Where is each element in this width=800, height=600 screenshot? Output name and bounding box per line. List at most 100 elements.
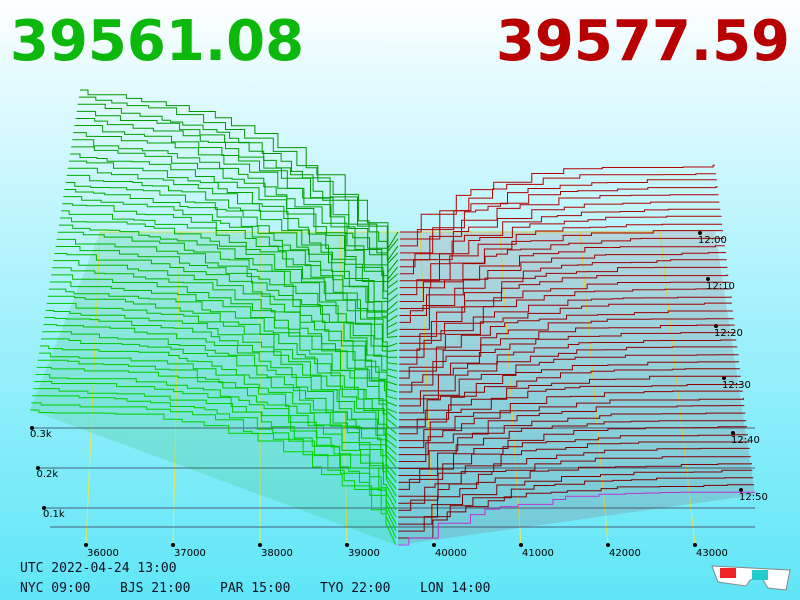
- ask-curve: [398, 447, 750, 504]
- ask-curve: [398, 441, 750, 497]
- time-label: 12:10: [706, 281, 735, 292]
- ask-curve: [399, 208, 721, 275]
- price-label: 43000: [696, 548, 728, 559]
- bid-curve: [38, 352, 397, 490]
- city-time: BJS 21:00: [120, 581, 190, 596]
- depth-curves: [30, 89, 756, 546]
- depth-label: 0.2k: [37, 469, 59, 480]
- grid-line: [579, 231, 609, 546]
- bid-curve: [30, 409, 397, 546]
- tick-dot: [42, 506, 46, 510]
- tick-dot: [84, 543, 88, 547]
- ask-curve: [398, 346, 738, 407]
- ask-curve: [400, 164, 715, 233]
- depth-label: 0.1k: [43, 509, 65, 520]
- bid-curve: [37, 359, 397, 497]
- bid-curve: [63, 196, 398, 338]
- bid-curve: [54, 253, 398, 393]
- bid-curve: [71, 146, 398, 297]
- bid-curve: [34, 381, 397, 518]
- bid-curve: [41, 338, 397, 476]
- bid-curve: [60, 217, 398, 358]
- tick-dot: [171, 543, 175, 547]
- ask-curve: [398, 339, 737, 400]
- ask-curve: [399, 173, 716, 240]
- ask-curve: [398, 361, 739, 421]
- depth-label: 0.3k: [30, 429, 52, 440]
- city-time: TYO 22:00: [320, 581, 390, 596]
- ask-curve: [398, 456, 752, 511]
- time-label: 12:50: [739, 492, 768, 503]
- tick-dot: [36, 466, 40, 470]
- bid-curve: [32, 395, 397, 532]
- ask-curve: [398, 354, 739, 414]
- bid-curve: [51, 274, 398, 414]
- time-label: 12:30: [722, 380, 751, 391]
- ask-curve: [398, 383, 743, 442]
- price-label: 39000: [348, 548, 380, 559]
- ask-curve: [399, 281, 730, 344]
- ask-curve: [399, 223, 723, 289]
- ask-curve: [399, 310, 733, 372]
- bid-curve: [56, 238, 398, 379]
- ask-curve: [398, 390, 743, 449]
- bid-curve: [62, 203, 398, 348]
- bid-curve: [66, 174, 398, 323]
- bid-curve: [74, 125, 399, 281]
- bid-curve: [45, 309, 397, 449]
- price-label: 38000: [261, 548, 293, 559]
- ask-curve: [399, 179, 717, 247]
- ask-curve: [399, 215, 722, 282]
- ask-curve: [399, 252, 727, 316]
- ask-curve: [398, 405, 745, 463]
- ask-curve: [398, 420, 747, 476]
- bid-curve: [58, 224, 398, 365]
- ask-curve: [398, 469, 753, 525]
- ask-shade: [398, 230, 755, 545]
- price-label: 37000: [174, 548, 206, 559]
- price-label: 40000: [435, 548, 467, 559]
- ask-price: 39577.59: [496, 9, 790, 74]
- time-label: 12:40: [731, 435, 760, 446]
- bid-curve: [31, 402, 397, 539]
- price-label: 41000: [522, 548, 554, 559]
- tick-dot: [258, 543, 262, 547]
- bid-curve: [57, 231, 398, 372]
- grid-line: [659, 231, 696, 546]
- bid-curve: [55, 245, 398, 386]
- ask-curve: [399, 302, 732, 365]
- bid-curve: [68, 160, 398, 312]
- tick-dot: [693, 543, 697, 547]
- bid-curve: [75, 117, 399, 274]
- bid-curve: [46, 302, 397, 442]
- city-time: PAR 15:00: [220, 581, 290, 596]
- ask-curve: [399, 186, 718, 254]
- time-label: 12:20: [714, 328, 743, 339]
- bid-curve: [43, 324, 397, 462]
- ask-curve: [399, 318, 734, 379]
- bid-curve: [36, 366, 397, 504]
- ask-curve: [399, 259, 727, 323]
- bid-curve: [50, 281, 398, 421]
- ask-curve: [398, 463, 752, 518]
- grid-line: [85, 231, 101, 546]
- ask-curve: [399, 201, 720, 268]
- ask-curve: [399, 266, 728, 330]
- utc-time: UTC 2022-04-24 13:00: [20, 561, 177, 576]
- bid-curve: [47, 295, 398, 435]
- price-label: 42000: [609, 548, 641, 559]
- ask-curve: [398, 368, 740, 428]
- ask-curve: [398, 397, 744, 456]
- ask-curve: [398, 412, 746, 469]
- tick-dot: [731, 431, 735, 435]
- tick-dot: [519, 543, 523, 547]
- city-time: NYC 09:00: [20, 581, 90, 596]
- bid-curve: [73, 132, 399, 284]
- tick-dot: [345, 543, 349, 547]
- price-label: 36000: [87, 548, 119, 559]
- bid-curve: [77, 103, 399, 261]
- ask-curve: [399, 194, 719, 261]
- bid-curve: [53, 260, 398, 400]
- tick-dot: [739, 488, 743, 492]
